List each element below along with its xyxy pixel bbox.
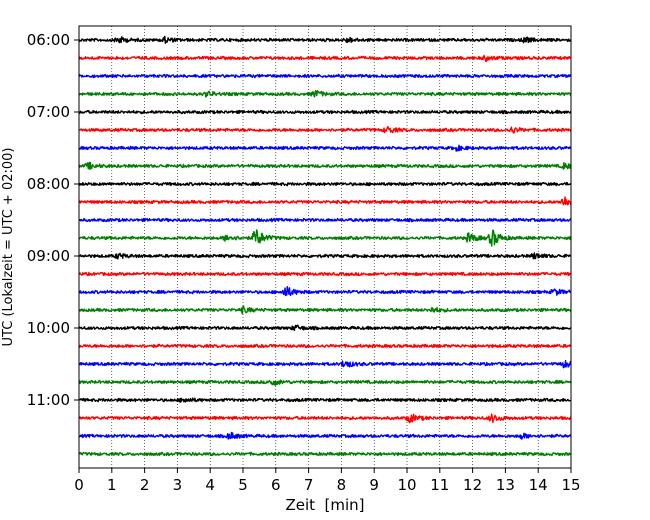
seismogram-trace (78, 35, 572, 44)
x-tick-label: 10 (397, 476, 416, 494)
seismogram-trace (78, 285, 572, 297)
x-tick-label: 7 (304, 476, 314, 494)
x-tick-label: 0 (74, 476, 84, 494)
x-tick-label: 12 (463, 476, 482, 494)
seismogram-trace (78, 397, 572, 403)
x-tick-label: 11 (430, 476, 449, 494)
y-tick-label: 10:00 (27, 319, 70, 337)
y-tick-label: 11:00 (27, 391, 70, 409)
y-axis: 06:00 07:00 08:00 09:00 10:00 11:00 (27, 31, 79, 409)
y-tick-label: 08:00 (27, 175, 70, 193)
x-axis: 0 1 2 3 4 5 6 7 8 9 10 11 12 13 14 15 (74, 468, 581, 494)
seismogram-trace (78, 161, 572, 171)
seismogram-trace (78, 181, 572, 187)
y-tick-label: 09:00 (27, 247, 70, 265)
seismogram-trace (78, 271, 572, 277)
x-tick-label: 14 (529, 476, 548, 494)
seismogram-trace (78, 252, 572, 260)
minute-grid (111, 26, 539, 468)
x-tick-label: 3 (173, 476, 183, 494)
seismogram-trace (78, 229, 572, 247)
seismogram-trace (78, 413, 572, 424)
seismogram-trace (78, 54, 572, 63)
x-tick-label: 5 (238, 476, 248, 494)
seismogram-trace (78, 379, 572, 386)
y-tick-label: 06:00 (27, 31, 70, 49)
y-tick-label: 07:00 (27, 103, 70, 121)
seismogram-trace (78, 125, 572, 134)
seismogram-trace (78, 343, 572, 349)
x-tick-label: 6 (271, 476, 281, 494)
seismogram-traces (78, 35, 572, 457)
x-tick-label: 15 (561, 476, 580, 494)
seismogram-trace (78, 305, 572, 315)
x-axis-label: Zeit [min] (285, 496, 364, 514)
seismogram-trace (78, 196, 572, 206)
x-tick-label: 9 (369, 476, 379, 494)
y-axis-label: UTC (Lokalzeit = UTC + 02:00) (1, 148, 16, 347)
x-tick-label: 8 (337, 476, 347, 494)
seismogram-trace (78, 451, 572, 457)
seismogram-trace (78, 360, 572, 369)
x-tick-label: 2 (140, 476, 150, 494)
plot-frame (78, 25, 572, 469)
x-tick-label: 1 (107, 476, 117, 494)
seismogram-trace (78, 431, 572, 440)
seismogram-trace (78, 144, 572, 152)
seismogram-trace (78, 90, 572, 98)
x-tick-label: 4 (205, 476, 215, 494)
seismogram-trace (78, 324, 572, 332)
seismogram-trace (78, 73, 572, 79)
seismogram-trace (78, 109, 572, 115)
seismogram-trace (78, 217, 572, 223)
x-tick-label: 13 (496, 476, 515, 494)
